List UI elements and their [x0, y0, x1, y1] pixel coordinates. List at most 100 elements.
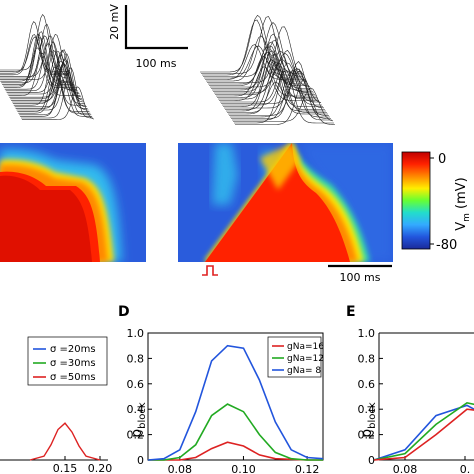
panel-d-series-line — [147, 344, 324, 461]
voltage-trace — [0, 23, 71, 79]
voltage-trace — [13, 49, 86, 106]
panel-c-legend-label: σ =50ms — [50, 372, 96, 383]
heatmap-scale-label: 100 ms — [340, 271, 381, 284]
voltage-trace — [209, 46, 309, 86]
voltage-trace — [12, 54, 85, 104]
voltage-trace — [3, 33, 75, 87]
voltage-trace — [207, 26, 308, 83]
panel-c-legend-label: σ =20ms — [50, 344, 96, 355]
voltage-traces-left — [0, 13, 95, 120]
colorbar: 0 -80 Vm (mV) — [401, 151, 472, 253]
panel-d-y-tick: 1.0 — [127, 327, 145, 340]
voltage-trace — [228, 81, 328, 115]
voltage-trace — [3, 47, 76, 88]
panel-d-letter: D — [118, 304, 130, 320]
voltage-trace — [15, 63, 88, 109]
voltage-trace — [222, 62, 322, 106]
panel-d-x-tick: 0.12 — [295, 463, 320, 474]
voltage-trace — [6, 50, 79, 93]
panel-e-series-line — [373, 408, 474, 461]
panel-d-y-tick: 0.2 — [127, 429, 145, 442]
panel-d-y-tick: 0.6 — [127, 378, 145, 391]
scale-time-label: 100 ms — [136, 57, 177, 70]
voltage-trace — [206, 35, 306, 82]
panel-d-axes — [147, 332, 324, 461]
voltage-trace — [217, 41, 317, 98]
panel-c-x-tick: 0.15 — [53, 462, 78, 474]
voltage-trace — [21, 86, 95, 120]
voltage-trace — [21, 67, 94, 119]
heatmap-right — [178, 143, 393, 262]
voltage-trace — [227, 62, 327, 113]
panel-e-y-tick: 0.6 — [358, 378, 376, 391]
heatmap-left — [0, 143, 146, 262]
panel-d-series-line — [148, 441, 323, 461]
trace-scale-bar: 20 mV 100 ms — [108, 4, 188, 70]
panel-c-line-sigma50 — [29, 422, 101, 461]
panel-e-letter: E — [346, 304, 356, 320]
voltage-trace — [17, 66, 90, 112]
voltage-traces-right — [200, 14, 336, 125]
voltage-trace — [210, 52, 311, 88]
voltage-trace — [201, 16, 301, 74]
stimulus-pulse-icon — [202, 265, 218, 276]
panel-d-legend-label: gNa= 8 — [287, 366, 321, 376]
panel-c: 0.15 0.20 σ =20ms σ =30ms σ =50ms — [0, 336, 113, 474]
panel-e-y-tick: 1.0 — [358, 327, 376, 340]
voltage-trace — [220, 49, 320, 103]
voltage-trace — [232, 69, 332, 121]
panel-d-legend-label: gNa=16 — [287, 342, 324, 352]
heatmap-scale-bar: 100 ms — [328, 264, 392, 284]
panel-e-x-tick: 0.08 — [393, 463, 418, 474]
voltage-trace — [219, 66, 319, 101]
voltage-trace — [225, 62, 325, 110]
voltage-trace — [231, 61, 331, 119]
voltage-trace — [235, 79, 336, 125]
panel-e-y-tick: 0.2 — [358, 429, 376, 442]
voltage-trace — [212, 45, 312, 91]
panel-d-legend-label: gNa=12 — [287, 354, 324, 364]
voltage-trace — [229, 68, 330, 116]
voltage-trace — [216, 55, 316, 97]
scale-voltage-label: 20 mV — [108, 4, 121, 40]
voltage-trace — [214, 59, 314, 94]
panel-d-x-tick: 0.08 — [168, 463, 193, 474]
voltage-trace — [12, 49, 85, 103]
panel-e-series-line — [373, 404, 474, 461]
voltage-trace — [233, 87, 334, 122]
panel-d-x-tick: 0.10 — [231, 463, 256, 474]
voltage-trace — [19, 59, 92, 116]
panel-d-y-label: pblock — [129, 402, 148, 438]
panel-d: D 0 0.2 0.4 0.6 0.8 1.0 0.08 0.10 0.12 pblock g… — [118, 304, 324, 474]
voltage-trace — [7, 60, 80, 95]
panel-e-y-tick: 0.4 — [358, 403, 376, 416]
panel-d-series-line — [148, 403, 323, 461]
voltage-trace — [0, 34, 72, 80]
panel-d-y-tick: 0.4 — [127, 403, 145, 416]
voltage-trace — [2, 31, 75, 85]
voltage-trace — [5, 41, 78, 92]
colorbar-top-tick: 0 — [438, 152, 446, 167]
panel-c-legend-label: σ =30ms — [50, 358, 96, 369]
panel-d-y-tick: 0.8 — [127, 352, 145, 365]
voltage-trace — [0, 36, 67, 72]
panel-e-y-label: pblock — [359, 402, 378, 438]
panel-e-series-line — [373, 402, 474, 461]
voltage-trace — [18, 70, 91, 114]
voltage-trace — [213, 40, 313, 92]
panel-e-y-tick: 0.8 — [358, 352, 376, 365]
voltage-trace — [8, 52, 81, 96]
voltage-trace — [20, 79, 93, 117]
voltage-trace — [234, 70, 334, 124]
colorbar-label: Vm (mV) — [454, 177, 472, 231]
panel-e-x-tick: 0. — [460, 463, 471, 474]
colorbar-bottom-tick: -80 — [436, 238, 457, 253]
panel-c-x-tick: 0.20 — [88, 462, 113, 474]
voltage-trace — [226, 59, 326, 112]
panel-e-y-tick: 0 — [368, 454, 375, 467]
panel-d-y-tick: 0 — [137, 454, 144, 467]
voltage-trace — [230, 72, 330, 118]
panel-e: E 0 0.2 0.4 0.6 0.8 1.0 0.08 0. pblock — [346, 304, 474, 474]
voltage-trace — [202, 19, 302, 76]
